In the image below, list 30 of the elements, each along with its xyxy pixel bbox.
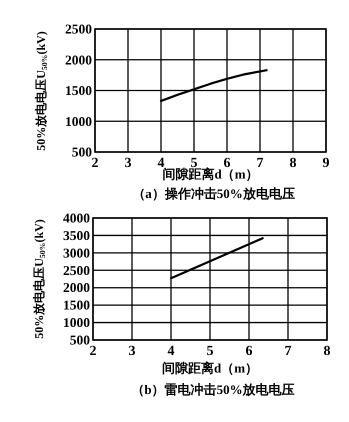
x-tick-label: 3 bbox=[128, 344, 136, 359]
y-tick-label: 1000 bbox=[65, 114, 92, 129]
y-tick-label: 2000 bbox=[65, 52, 92, 68]
x-tick-label: 8 bbox=[290, 156, 296, 171]
y-tick-label: 3500 bbox=[63, 228, 90, 243]
x-tick-label: 7 bbox=[284, 344, 292, 359]
x-tick-label: 2 bbox=[92, 156, 98, 171]
text: （b）雷电冲击50%放电电压 bbox=[131, 382, 295, 397]
y-tick-label: 500 bbox=[72, 144, 92, 160]
x-tick-label: 4 bbox=[158, 156, 164, 171]
x-tick-label: 2 bbox=[90, 344, 96, 359]
y-tick-label: 1500 bbox=[63, 298, 90, 313]
y-tick-label: 500 bbox=[70, 332, 90, 348]
y-tick-label: 2500 bbox=[65, 22, 92, 36]
x-tick-label: 6 bbox=[246, 344, 252, 359]
y-tick-label: 3000 bbox=[63, 245, 90, 260]
y-tick-label: 1000 bbox=[63, 315, 90, 330]
x-tick-label: 3 bbox=[124, 156, 132, 171]
x-tick-label: 9 bbox=[322, 156, 330, 171]
y-tick-label: 2000 bbox=[63, 280, 90, 296]
y-tick-label: 4000 bbox=[63, 210, 90, 226]
x-tick-label: 6 bbox=[224, 156, 230, 171]
x-tick-label: 4 bbox=[168, 344, 174, 359]
y-tick-label: 1500 bbox=[65, 83, 92, 98]
x-tick-label: 8 bbox=[324, 344, 330, 359]
x-axis-title: 间隙距离d（m） bbox=[162, 360, 258, 376]
y-tick-label: 2500 bbox=[63, 262, 90, 278]
text: （a）操作冲击50%放电电压 bbox=[132, 186, 295, 201]
x-tick-label: 5 bbox=[206, 344, 214, 359]
x-tick-label: 7 bbox=[256, 156, 264, 171]
